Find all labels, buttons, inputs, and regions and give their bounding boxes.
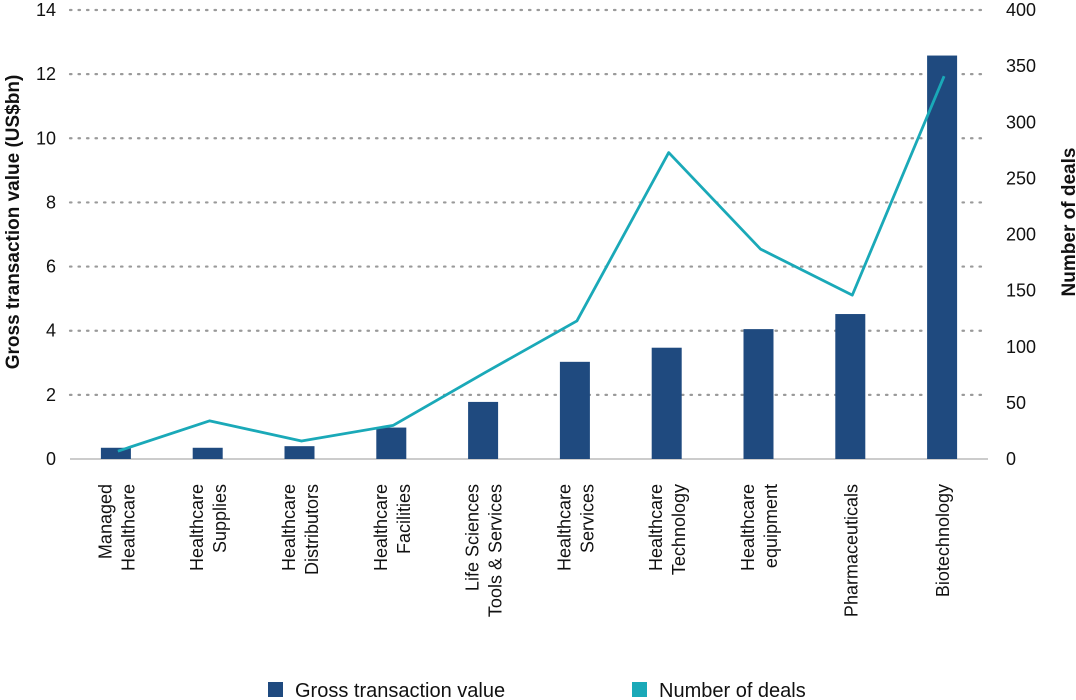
deals-line	[117, 75, 946, 453]
y-tick-label: 2	[46, 385, 56, 405]
bar-gross-transaction-value	[192, 447, 223, 459]
bar-gross-transaction-value	[559, 361, 590, 459]
category-labels: Managed Healthcare Healthcare Supplies Healt…	[95, 484, 953, 617]
y2-tick-label: 100	[1006, 337, 1036, 357]
y-tick-label: 4	[46, 321, 56, 341]
category-label: equipment	[761, 484, 781, 568]
bar-gross-transaction-value	[651, 347, 682, 459]
y2-tick-label: 50	[1006, 393, 1026, 413]
y2-axis-title: Number of deals	[1059, 148, 1076, 297]
y-tick-label: 6	[46, 257, 56, 277]
y-tick-label: 14	[36, 0, 56, 20]
bar-gross-transaction-value	[376, 427, 407, 459]
category-label: Tools & Services	[486, 484, 506, 617]
category-label: Technology	[669, 484, 689, 575]
category-label: Services	[577, 484, 597, 553]
category-label: Healthcare	[554, 484, 574, 571]
legend: Gross transaction value Number of deals	[268, 680, 806, 700]
category-label: Healthcare	[371, 484, 391, 571]
bar-gross-transaction-value	[835, 314, 866, 459]
category-label: Biotechnology	[933, 484, 953, 597]
y-tick-label: 10	[36, 128, 56, 148]
category-label: Healthcare	[187, 484, 207, 571]
bar-gross-transaction-value	[468, 401, 499, 459]
y2-tick-label: 250	[1006, 168, 1036, 188]
category-label: Healthcare	[738, 484, 758, 571]
category-label: Healthcare	[279, 484, 299, 571]
category-label: Healthcare	[646, 484, 666, 571]
bar-gross-transaction-value	[927, 55, 958, 459]
y2-tick-label: 0	[1006, 449, 1016, 469]
gridlines	[68, 8, 990, 460]
legend-label-gross-transaction-value: Gross transaction value	[295, 680, 505, 700]
category-label: Managed	[95, 484, 115, 559]
category-label: Life Sciences	[463, 484, 483, 591]
y-axis-title: Gross transaction value (US$bn)	[3, 75, 24, 370]
y2-tick-label: 200	[1006, 225, 1036, 245]
category-label: Facilities	[394, 484, 414, 554]
category-label: Pharmaceuticals	[841, 484, 861, 617]
bar-gross-transaction-value	[284, 446, 315, 459]
category-label: Supplies	[210, 484, 230, 553]
y2-tick-label: 150	[1006, 281, 1036, 301]
bar-gross-transaction-value	[743, 329, 774, 459]
category-label: Distributors	[302, 484, 322, 575]
y-tick-label: 8	[46, 192, 56, 212]
legend-swatch-gross-transaction-value	[268, 682, 283, 697]
category-label: Healthcare	[118, 484, 138, 571]
y2-tick-label: 400	[1006, 0, 1036, 20]
y2-tick-label: 300	[1006, 112, 1036, 132]
left-axis-ticks: 0 2 4 6 8 10 12 14	[36, 0, 56, 469]
bars	[100, 55, 958, 459]
legend-label-number-of-deals: Number of deals	[659, 680, 806, 700]
right-axis-ticks: 0 50 100 150 200 250 300 350 400	[1006, 0, 1036, 469]
y-tick-label: 0	[46, 449, 56, 469]
line-number-of-deals	[117, 75, 946, 453]
y-tick-label: 12	[36, 64, 56, 84]
y2-tick-label: 350	[1006, 56, 1036, 76]
bar-gross-transaction-value	[100, 447, 131, 459]
legend-swatch-number-of-deals	[632, 682, 647, 697]
